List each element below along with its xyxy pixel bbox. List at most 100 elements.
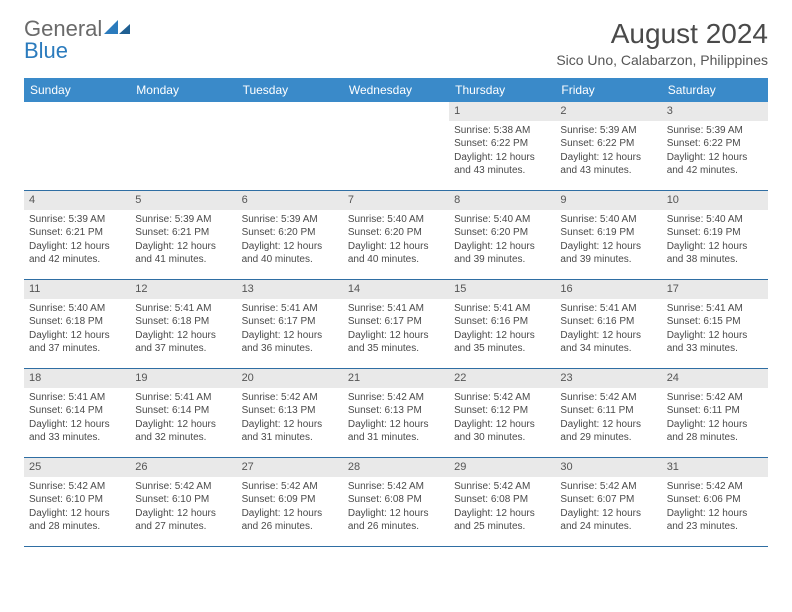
sunset-line: Sunset: 6:22 PM (560, 137, 656, 151)
day-cell: 22Sunrise: 5:42 AMSunset: 6:12 PMDayligh… (449, 369, 555, 457)
day-number: 30 (555, 458, 661, 477)
day-number: 1 (449, 102, 555, 121)
day-cell: 15Sunrise: 5:41 AMSunset: 6:16 PMDayligh… (449, 280, 555, 368)
daylight-line: and 40 minutes. (242, 253, 338, 267)
sunset-line: Sunset: 6:20 PM (454, 226, 550, 240)
daylight-line: and 31 minutes. (348, 431, 444, 445)
day-number: 16 (555, 280, 661, 299)
day-cell: 23Sunrise: 5:42 AMSunset: 6:11 PMDayligh… (555, 369, 661, 457)
sunrise-line: Sunrise: 5:41 AM (135, 302, 231, 316)
sunset-line: Sunset: 6:21 PM (29, 226, 125, 240)
day-number: 9 (555, 191, 661, 210)
week-row: 18 Sunrise: 5:41 AM Sunset: 6:14 PM Dayligh… (24, 369, 768, 458)
sunset-line: Sunset: 6:07 PM (560, 493, 656, 507)
daylight-line: Daylight: 12 hours (348, 418, 444, 432)
day-cell: 16Sunrise: 5:41 AMSunset: 6:16 PMDayligh… (555, 280, 661, 368)
day-cell: 27Sunrise: 5:42 AMSunset: 6:09 PMDayligh… (237, 458, 343, 546)
day-number: 18 (24, 369, 130, 388)
sunset-line: Sunset: 6:12 PM (454, 404, 550, 418)
week-row: 11Sunrise: 5:40 AMSunset: 6:18 PMDayligh… (24, 280, 768, 369)
day-cell: 31Sunrise: 5:42 AMSunset: 6:06 PMDayligh… (662, 458, 768, 546)
daylight-line: and 30 minutes. (454, 431, 550, 445)
day-number: 20 (237, 369, 343, 388)
day-number: 29 (449, 458, 555, 477)
sunset-line: Sunset: 6:09 PM (242, 493, 338, 507)
daylight-line: Daylight: 12 hours (135, 240, 231, 254)
calendar-page: General Blue August 2024 Sico Uno, Calab… (0, 0, 792, 547)
day-cell: 24Sunrise: 5:42 AMSunset: 6:11 PMDayligh… (662, 369, 768, 457)
day-cell: 30Sunrise: 5:42 AMSunset: 6:07 PMDayligh… (555, 458, 661, 546)
sunrise-line: Sunrise: 5:42 AM (135, 480, 231, 494)
day-cell: 18Sunrise: 5:41 AMSunset: 6:14 PMDayligh… (24, 369, 130, 457)
dayhead-mon: Monday (130, 78, 236, 102)
daylight-line: and 24 minutes. (560, 520, 656, 534)
day-number: 28 (343, 458, 449, 477)
sunset-line: Sunset: 6:13 PM (242, 404, 338, 418)
sunrise-line: Sunrise: 5:42 AM (454, 391, 550, 405)
sunset-line: Sunset: 6:22 PM (667, 137, 763, 151)
day-number: 24 (662, 369, 768, 388)
day-number: 5 (130, 191, 236, 210)
daylight-line: and 40 minutes. (348, 253, 444, 267)
day-cell: 7Sunrise: 5:40 AMSunset: 6:20 PMDaylight… (343, 191, 449, 279)
day-cell: 21Sunrise: 5:42 AMSunset: 6:13 PMDayligh… (343, 369, 449, 457)
sunset-line: Sunset: 6:08 PM (454, 493, 550, 507)
daylight-line: Daylight: 12 hours (135, 329, 231, 343)
daylight-line: and 27 minutes. (135, 520, 231, 534)
day-number: 26 (130, 458, 236, 477)
day-cell: 14Sunrise: 5:41 AMSunset: 6:17 PMDayligh… (343, 280, 449, 368)
daylight-line: Daylight: 12 hours (667, 507, 763, 521)
day-cell: 20Sunrise: 5:42 AMSunset: 6:13 PMDayligh… (237, 369, 343, 457)
dayhead-sun: Sunday (24, 78, 130, 102)
sunrise-line: Sunrise: 5:40 AM (29, 302, 125, 316)
sunset-line: Sunset: 6:19 PM (667, 226, 763, 240)
dayhead-sat: Saturday (662, 78, 768, 102)
daylight-line: Daylight: 12 hours (348, 240, 444, 254)
sunset-line: Sunset: 6:16 PM (560, 315, 656, 329)
daylight-line: and 38 minutes. (667, 253, 763, 267)
sunrise-line: Sunrise: 5:39 AM (135, 213, 231, 227)
daylight-line: Daylight: 12 hours (667, 418, 763, 432)
day-number: 27 (237, 458, 343, 477)
daylight-line: Daylight: 12 hours (454, 507, 550, 521)
daylight-line: Daylight: 12 hours (242, 418, 338, 432)
logo-word2: Blue (24, 38, 68, 63)
sunset-line: Sunset: 6:10 PM (135, 493, 231, 507)
logo: General Blue (24, 18, 130, 62)
daylight-line: and 37 minutes. (135, 342, 231, 356)
sunrise-line: Sunrise: 5:41 AM (29, 391, 125, 405)
sunrise-line: Sunrise: 5:40 AM (667, 213, 763, 227)
day-number: 11 (24, 280, 130, 299)
day-number: 25 (24, 458, 130, 477)
day-number: 12 (130, 280, 236, 299)
daylight-line: Daylight: 12 hours (454, 240, 550, 254)
daylight-line: Daylight: 12 hours (348, 507, 444, 521)
daylight-line: and 39 minutes. (560, 253, 656, 267)
daylight-line: Daylight: 12 hours (29, 240, 125, 254)
sunset-line: Sunset: 6:19 PM (560, 226, 656, 240)
day-number: 22 (449, 369, 555, 388)
day-cell: 13Sunrise: 5:41 AMSunset: 6:17 PMDayligh… (237, 280, 343, 368)
week-row: 25Sunrise: 5:42 AMSunset: 6:10 PMDayligh… (24, 458, 768, 547)
day-cell: 26Sunrise: 5:42 AMSunset: 6:10 PMDayligh… (130, 458, 236, 546)
sunset-line: Sunset: 6:14 PM (135, 404, 231, 418)
day-cell (24, 102, 130, 190)
day-number: 31 (662, 458, 768, 477)
logo-text: General Blue (24, 18, 130, 62)
daylight-line: Daylight: 12 hours (667, 329, 763, 343)
sunrise-line: Sunrise: 5:42 AM (667, 391, 763, 405)
day-number: 23 (555, 369, 661, 388)
day-cell: 2Sunrise: 5:39 AMSunset: 6:22 PMDaylight… (555, 102, 661, 190)
sunrise-line: Sunrise: 5:39 AM (560, 124, 656, 138)
sunset-line: Sunset: 6:13 PM (348, 404, 444, 418)
day-cell: 17Sunrise: 5:41 AMSunset: 6:15 PMDayligh… (662, 280, 768, 368)
daylight-line: and 43 minutes. (560, 164, 656, 178)
daylight-line: and 36 minutes. (242, 342, 338, 356)
sunrise-line: Sunrise: 5:42 AM (348, 480, 444, 494)
day-number: 14 (343, 280, 449, 299)
sunset-line: Sunset: 6:06 PM (667, 493, 763, 507)
sunset-line: Sunset: 6:20 PM (348, 226, 444, 240)
week-row: 1Sunrise: 5:38 AMSunset: 6:22 PMDaylight… (24, 102, 768, 191)
sunset-line: Sunset: 6:17 PM (242, 315, 338, 329)
day-cell: 11Sunrise: 5:40 AMSunset: 6:18 PMDayligh… (24, 280, 130, 368)
